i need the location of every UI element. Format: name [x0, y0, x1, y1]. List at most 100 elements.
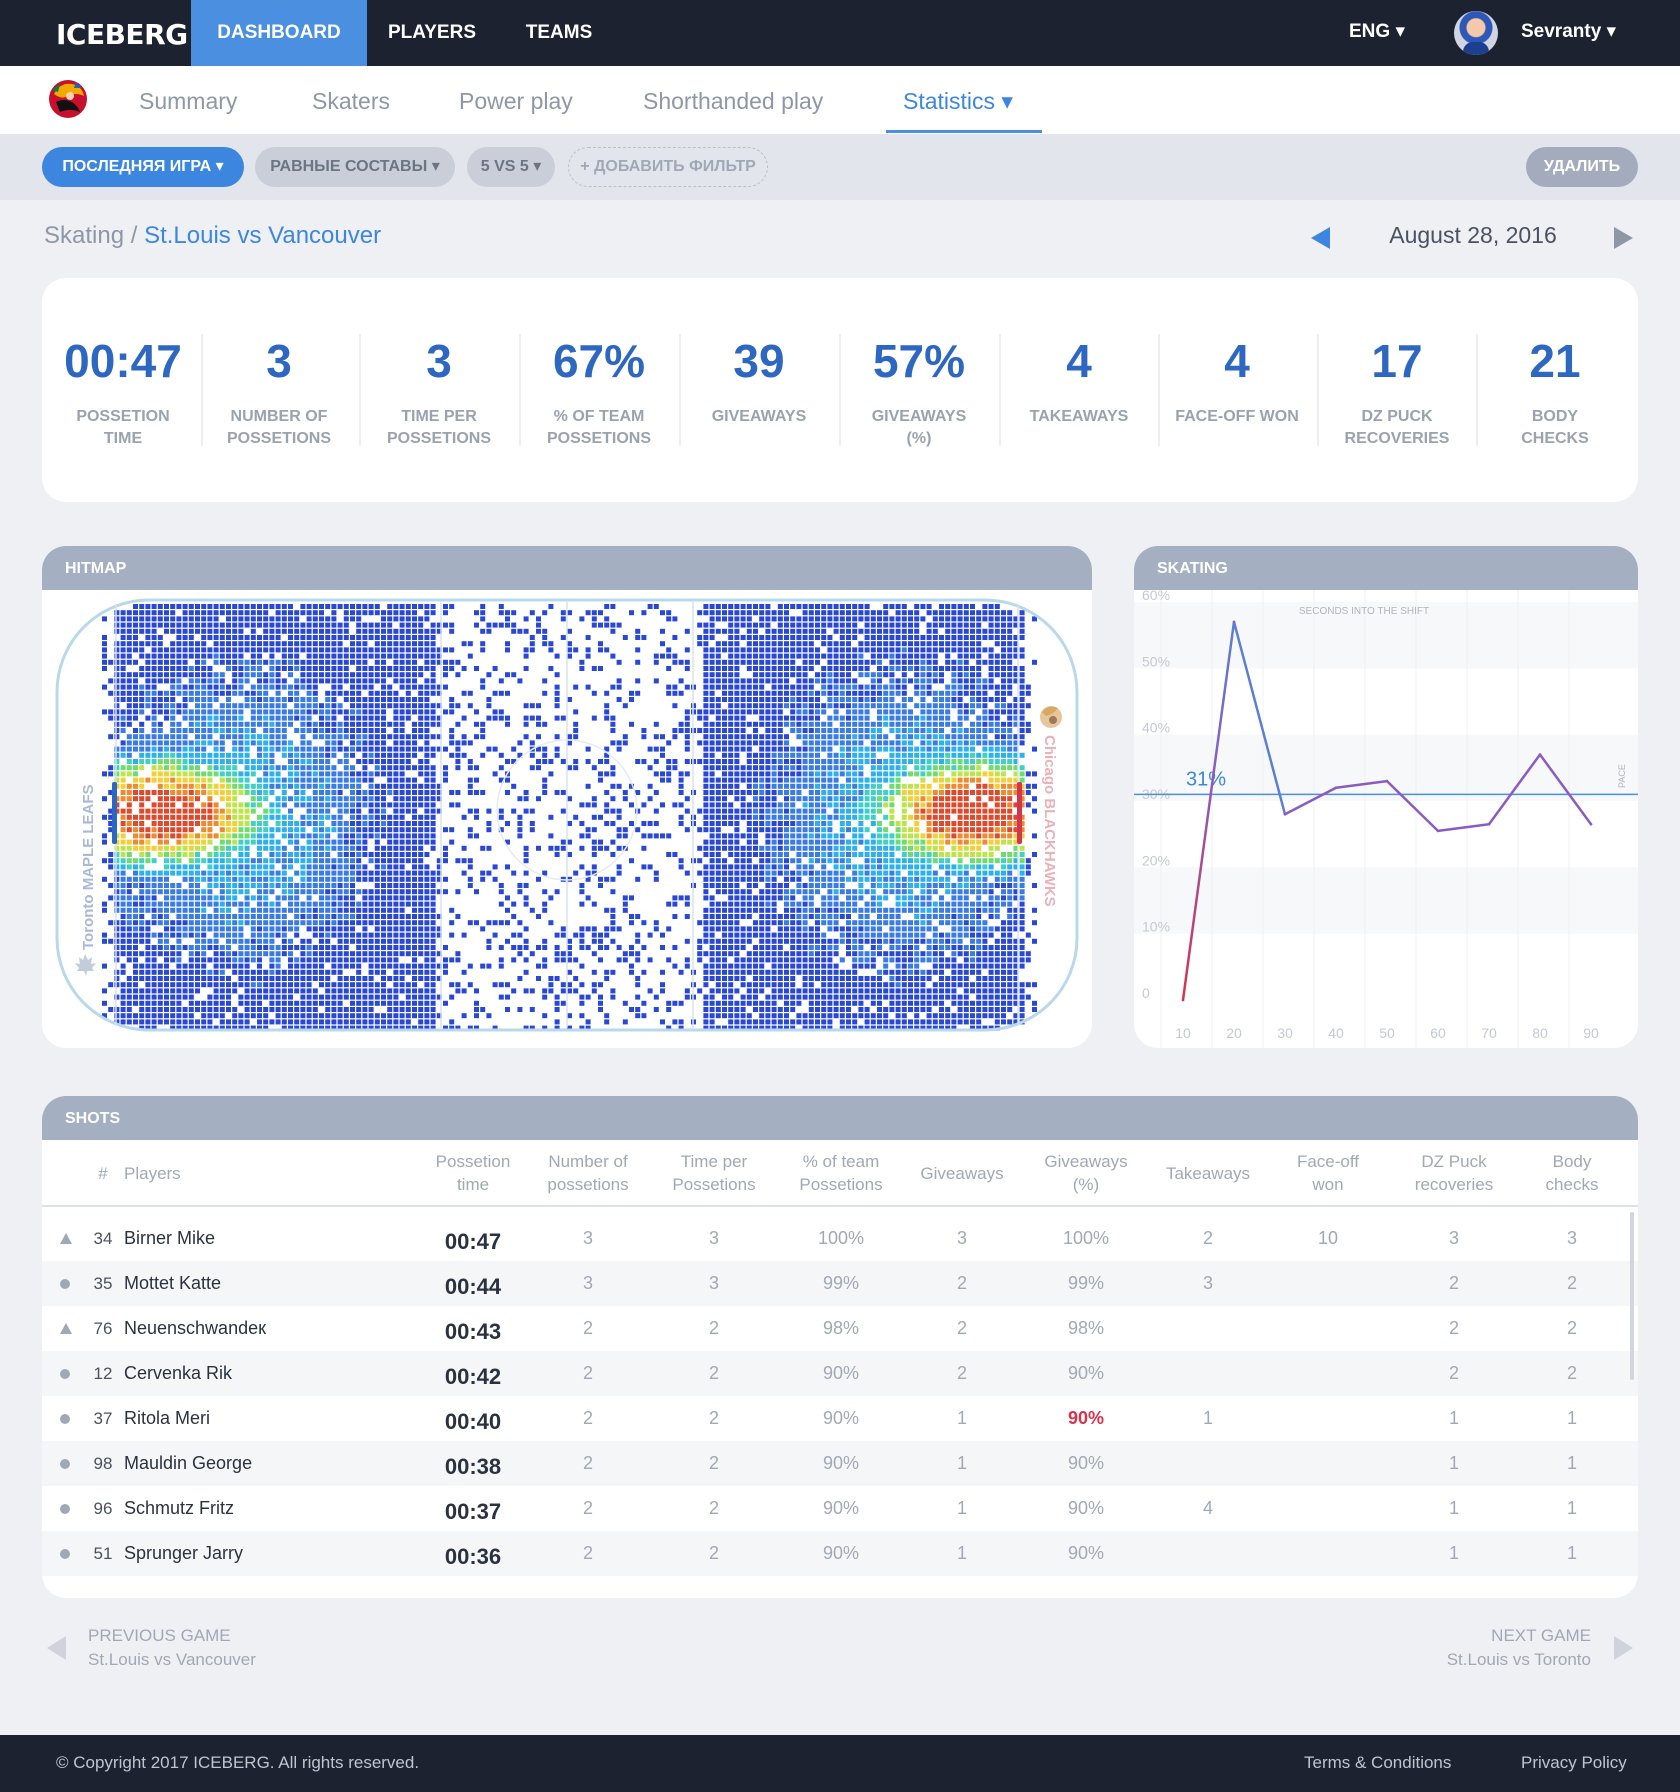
- heat-cell: [771, 740, 777, 746]
- heat-cell: [858, 833, 864, 839]
- filter-last-game[interactable]: ПОСЛЕДНЯЯ ИГРА ▾: [42, 147, 244, 187]
- heat-cell: [120, 697, 126, 702]
- language-dropdown[interactable]: ENG ▾: [1349, 21, 1405, 42]
- heat-cell: [833, 610, 839, 616]
- tab-statistics[interactable]: Statistics ▾: [903, 88, 1013, 114]
- stat-label-line: POSSETION: [76, 408, 170, 425]
- tab-skaters[interactable]: Skaters: [312, 88, 390, 114]
- heat-cell: [1007, 647, 1013, 653]
- nav-teams[interactable]: TEAMS: [525, 22, 593, 43]
- heat-cell: [387, 703, 393, 709]
- heat-cell: [728, 765, 734, 771]
- heat-cell: [728, 746, 734, 752]
- heat-cell: [337, 622, 343, 628]
- add-filter-button[interactable]: + ДОБАВИТЬ ФИЛЬТР: [568, 147, 768, 187]
- tab-shorthanded-play[interactable]: Shorthanded play: [643, 88, 824, 114]
- heat-cell: [232, 746, 238, 752]
- heat-cell: [1007, 752, 1013, 758]
- heat-cell: [1007, 821, 1013, 826]
- filter-5vs5[interactable]: 5 VS 5 ▾: [467, 147, 555, 187]
- heat-cell: [244, 858, 250, 864]
- user-avatar[interactable]: [1454, 11, 1498, 55]
- breadcrumb-game[interactable]: St.Louis vs Vancouver: [144, 222, 382, 249]
- heat-cell: [331, 796, 337, 802]
- nav-dashboard[interactable]: DASHBOARD: [191, 0, 367, 66]
- heat-cell: [839, 827, 845, 833]
- heat-cell: [883, 703, 889, 709]
- heat-cell: [870, 647, 876, 653]
- app-logo[interactable]: ICEBERG: [56, 18, 188, 51]
- heat-cell: [970, 876, 975, 882]
- user-menu-dropdown[interactable]: Sevranty ▾: [1521, 21, 1617, 42]
- heat-cell: [238, 703, 244, 709]
- heat-cell: [170, 771, 176, 777]
- heat-cell: [486, 821, 492, 826]
- delete-filters-button[interactable]: УДАЛИТЬ: [1526, 147, 1638, 187]
- heat-cell: [498, 690, 504, 696]
- heat-cell: [703, 821, 709, 826]
- heat-cell: [945, 827, 951, 833]
- heat-cell: [796, 864, 802, 870]
- breadcrumb-section[interactable]: Skating: [44, 222, 125, 249]
- heat-cell: [201, 659, 207, 665]
- filter-even-strength[interactable]: РАВНЫЕ СОСТАВЫ ▾: [255, 147, 455, 187]
- tab-power-play[interactable]: Power play: [459, 88, 573, 114]
- previous-date-icon[interactable]: [1311, 227, 1330, 249]
- heat-cell: [988, 616, 994, 622]
- heat-cell: [988, 814, 994, 820]
- heat-cell: [151, 845, 157, 851]
- heat-cell: [480, 728, 486, 733]
- heat-cell: [709, 697, 715, 702]
- heat-cell: [331, 777, 337, 783]
- heat-cell: [666, 684, 672, 690]
- heat-cell: [312, 616, 318, 622]
- heat-cell: [703, 752, 709, 758]
- next-date-icon[interactable]: [1614, 227, 1633, 249]
- heat-cell: [325, 678, 331, 684]
- heat-cell: [827, 659, 833, 665]
- heat-cell: [281, 616, 287, 622]
- heat-cell: [381, 703, 386, 709]
- heat-cell: [653, 771, 659, 777]
- heat-cell: [126, 616, 132, 622]
- heat-cell: [443, 622, 448, 628]
- heat-cell: [325, 759, 331, 764]
- heat-cell: [461, 845, 467, 851]
- heat-cell: [387, 814, 393, 820]
- heat-cell: [1019, 796, 1025, 802]
- heat-cell: [238, 653, 244, 659]
- heat-cell: [120, 771, 126, 777]
- heat-cell: [963, 740, 969, 746]
- heat-cell: [325, 858, 331, 864]
- heat-cell: [188, 672, 194, 678]
- heat-cell: [852, 790, 858, 795]
- heat-cell: [598, 777, 603, 783]
- heat-cell: [176, 839, 182, 845]
- heat-cell: [399, 777, 405, 783]
- heat-cell: [182, 728, 188, 733]
- heat-cell: [356, 604, 362, 609]
- tab-summary[interactable]: Summary: [139, 88, 238, 114]
- heat-cell: [176, 864, 182, 870]
- heat-cell: [765, 864, 771, 870]
- heat-cell: [932, 740, 938, 746]
- heat-cell: [976, 647, 982, 653]
- heat-cell: [523, 790, 529, 795]
- heat-cell: [294, 728, 300, 733]
- heat-cell: [870, 870, 876, 876]
- heat-cell: [839, 771, 845, 777]
- heat-cell: [914, 759, 920, 764]
- nav-players[interactable]: PLAYERS: [388, 22, 476, 43]
- hitmap-rink[interactable]: Toronto MAPLE LEAFS Chicago BLACKHAWKS: [42, 590, 1092, 1048]
- heat-cell: [250, 635, 256, 640]
- heat-cell: [852, 814, 858, 820]
- heat-cell: [356, 616, 362, 622]
- heat-cell: [405, 616, 411, 622]
- stat-item: 4 TAKEAWAYS: [999, 332, 1159, 428]
- heat-cell: [976, 876, 982, 882]
- heat-cell: [753, 845, 758, 851]
- heat-cell: [399, 833, 405, 839]
- heat-cell: [529, 703, 535, 709]
- heat-cell: [281, 802, 287, 808]
- heat-cell: [269, 721, 275, 727]
